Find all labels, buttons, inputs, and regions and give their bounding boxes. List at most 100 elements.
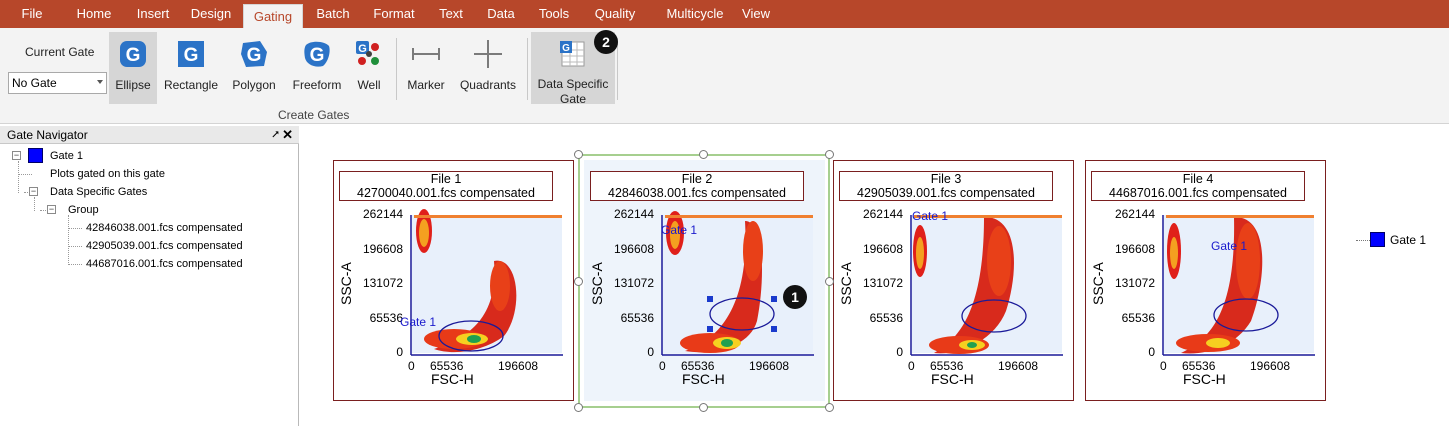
rectangle-gate-icon: G <box>178 41 204 67</box>
tree-connector <box>68 264 82 265</box>
resize-handle[interactable] <box>574 277 583 286</box>
plot-title-box: File 3 42905039.001.fcs compensated <box>839 171 1053 201</box>
ellipse-label: Ellipse <box>115 78 151 92</box>
tab-quality[interactable]: Quality <box>594 6 636 21</box>
tab-view[interactable]: View <box>742 6 770 21</box>
data-specific-gate-button[interactable]: G Data Specific Gate <box>531 32 615 106</box>
ribbon-separator <box>396 38 397 100</box>
data-specific-gate-label-2: Gate <box>559 92 586 106</box>
tree-item-group[interactable]: Group <box>68 204 99 216</box>
freeform-label: Freeform <box>292 78 342 92</box>
svg-text:G: G <box>562 43 570 54</box>
tab-format[interactable]: Format <box>373 6 415 21</box>
y-tick: 196608 <box>362 242 403 256</box>
y-tick: 0 <box>647 345 654 359</box>
y-tick: 65536 <box>1121 311 1155 325</box>
tree-expander-group[interactable]: − <box>47 204 56 214</box>
quadrants-button[interactable]: Quadrants <box>455 32 521 104</box>
x-tick: 0 <box>1160 359 1167 373</box>
create-gates-group-label: Create Gates <box>278 108 350 122</box>
legend-line <box>1356 240 1370 241</box>
tab-text[interactable]: Text <box>439 6 463 21</box>
plot-file-2[interactable]: File 2 42846038.001.fcs compensated 2621… <box>584 160 825 401</box>
tab-data[interactable]: Data <box>487 6 515 21</box>
tree-item-data-specific-gates[interactable]: Data Specific Gates <box>50 186 148 198</box>
y-tick: 65536 <box>620 311 654 325</box>
resize-handle[interactable] <box>574 150 583 159</box>
menu-bar: File Home Insert Design Gating Batch For… <box>0 0 1449 28</box>
well-button[interactable]: G Well <box>350 32 388 104</box>
freeform-gate-icon: G <box>304 41 330 67</box>
plot-file-4[interactable]: File 4 44687016.001.fcs compensated 2621… <box>1085 160 1326 401</box>
svg-text:G: G <box>247 45 262 66</box>
x-tick: 0 <box>408 359 415 373</box>
plot-title-box: File 1 42700040.001.fcs compensated <box>339 171 553 201</box>
plot-subtitle: 42700040.001.fcs compensated <box>357 186 535 200</box>
plot-title-box: File 2 42846038.001.fcs compensated <box>590 171 804 201</box>
marker-button[interactable]: Marker <box>403 32 449 104</box>
resize-handle[interactable] <box>699 150 708 159</box>
tree-item-file[interactable]: 44687016.001.fcs compensated <box>86 258 243 270</box>
x-tick: 65536 <box>681 359 715 373</box>
gate-navigator-header: Gate Navigator ⭧ ✕ <box>0 126 299 144</box>
y-tick: 131072 <box>1114 276 1155 290</box>
x-tick: 65536 <box>930 359 964 373</box>
ribbon-separator <box>527 38 528 100</box>
tree-expander-data-specific[interactable]: − <box>29 186 38 196</box>
tree-connector <box>68 215 69 265</box>
gate-label: Gate 1 <box>1211 239 1248 253</box>
resize-handle[interactable] <box>699 403 708 412</box>
tab-file[interactable]: File <box>21 6 43 21</box>
tab-batch[interactable]: Batch <box>316 6 350 21</box>
resize-handle[interactable] <box>825 403 834 412</box>
rectangle-label: Rectangle <box>163 78 219 92</box>
tab-insert[interactable]: Insert <box>136 6 170 21</box>
close-icon[interactable]: ✕ <box>282 127 293 142</box>
ellipse-button[interactable]: G Ellipse <box>109 32 157 104</box>
tree-item-plots-gated[interactable]: Plots gated on this gate <box>50 168 165 180</box>
current-gate-dropdown[interactable]: No Gate <box>8 72 107 94</box>
x-tick: 65536 <box>1182 359 1216 373</box>
quadrants-label: Quadrants <box>459 78 517 92</box>
layout-editor-canvas: File 1 42700040.001.fcs compensated 2621… <box>300 126 1449 426</box>
plot-file-1[interactable]: File 1 42700040.001.fcs compensated 2621… <box>333 160 574 401</box>
y-tick: 131072 <box>362 276 403 290</box>
ribbon: Current Gate No Gate G Ellipse G Rectang… <box>0 28 1449 124</box>
y-tick: 65536 <box>869 311 903 325</box>
tab-design[interactable]: Design <box>190 6 232 21</box>
x-axis-label: FSC-H <box>931 371 974 387</box>
plot-title: File 2 <box>681 172 713 186</box>
polygon-button[interactable]: G Polygon <box>226 32 282 104</box>
tree-connector <box>68 246 82 247</box>
x-tick: 196608 <box>498 359 539 373</box>
plot-title: File 4 <box>1182 172 1214 186</box>
plot-subtitle: 42846038.001.fcs compensated <box>608 186 786 200</box>
resize-handle[interactable] <box>574 403 583 412</box>
resize-handle[interactable] <box>825 277 834 286</box>
polygon-gate-icon: G <box>241 41 267 67</box>
tree-item-file[interactable]: 42846038.001.fcs compensated <box>86 222 243 234</box>
tree-item-file[interactable]: 42905039.001.fcs compensated <box>86 240 243 252</box>
well-gate-icon: G <box>356 41 379 65</box>
tree-connector <box>18 174 32 175</box>
resize-handle[interactable] <box>825 150 834 159</box>
tab-home[interactable]: Home <box>76 6 112 21</box>
pin-icon[interactable]: ⭧ <box>271 129 279 141</box>
plot-file-3[interactable]: File 3 42905039.001.fcs compensated 2621… <box>833 160 1074 401</box>
rectangle-button[interactable]: G Rectangle <box>161 32 221 104</box>
tree-connector <box>68 228 82 229</box>
y-axis-label: SSC-A <box>838 262 854 305</box>
tab-gating[interactable]: Gating <box>243 4 303 28</box>
plot-subtitle: 44687016.001.fcs compensated <box>1109 186 1287 200</box>
marker-label: Marker <box>407 78 445 92</box>
tree-connector <box>34 197 35 211</box>
tree-item-gate[interactable]: Gate 1 <box>50 150 84 162</box>
x-tick: 65536 <box>430 359 464 373</box>
tab-tools[interactable]: Tools <box>538 6 570 21</box>
svg-text:G: G <box>310 45 325 66</box>
tab-multicycle[interactable]: Multicycle <box>666 6 724 21</box>
y-tick: 0 <box>1148 345 1155 359</box>
tree-expander-gate[interactable]: − <box>12 150 21 160</box>
freeform-button[interactable]: G Freeform <box>288 32 346 104</box>
